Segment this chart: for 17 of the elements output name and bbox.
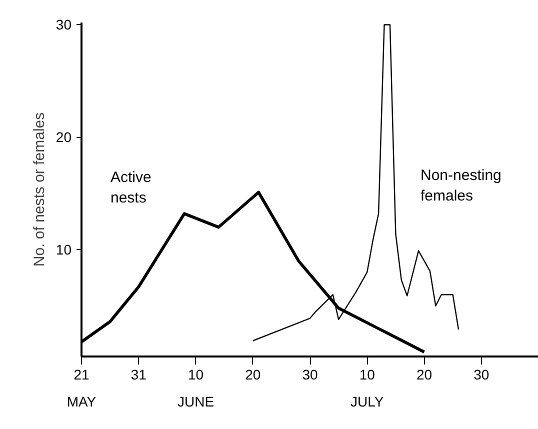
x-tick-label: 31 (130, 366, 147, 382)
x-tick-label: 21 (74, 366, 90, 382)
x-tick-label: 30 (302, 366, 318, 382)
x2-tick-label: JUNE (177, 394, 214, 410)
x-tick-label: 10 (188, 366, 204, 382)
x-tick-label: 10 (359, 366, 376, 382)
text: Active nests (110, 169, 152, 206)
x-tick-label: 30 (474, 366, 490, 382)
x2-tick-label: MAY (66, 394, 97, 410)
series-label: Non-nesting females (420, 167, 502, 204)
x2-tick-label: JULY (350, 394, 384, 410)
y-axis-title: No. of nests or females (30, 112, 48, 267)
x-tick-label: 20 (245, 366, 261, 382)
x-tick-label: 20 (416, 366, 432, 382)
y-tick-label: 30 (56, 16, 72, 33)
y-tick-label: 20 (56, 129, 72, 146)
y-tick-label: 10 (56, 242, 72, 258)
